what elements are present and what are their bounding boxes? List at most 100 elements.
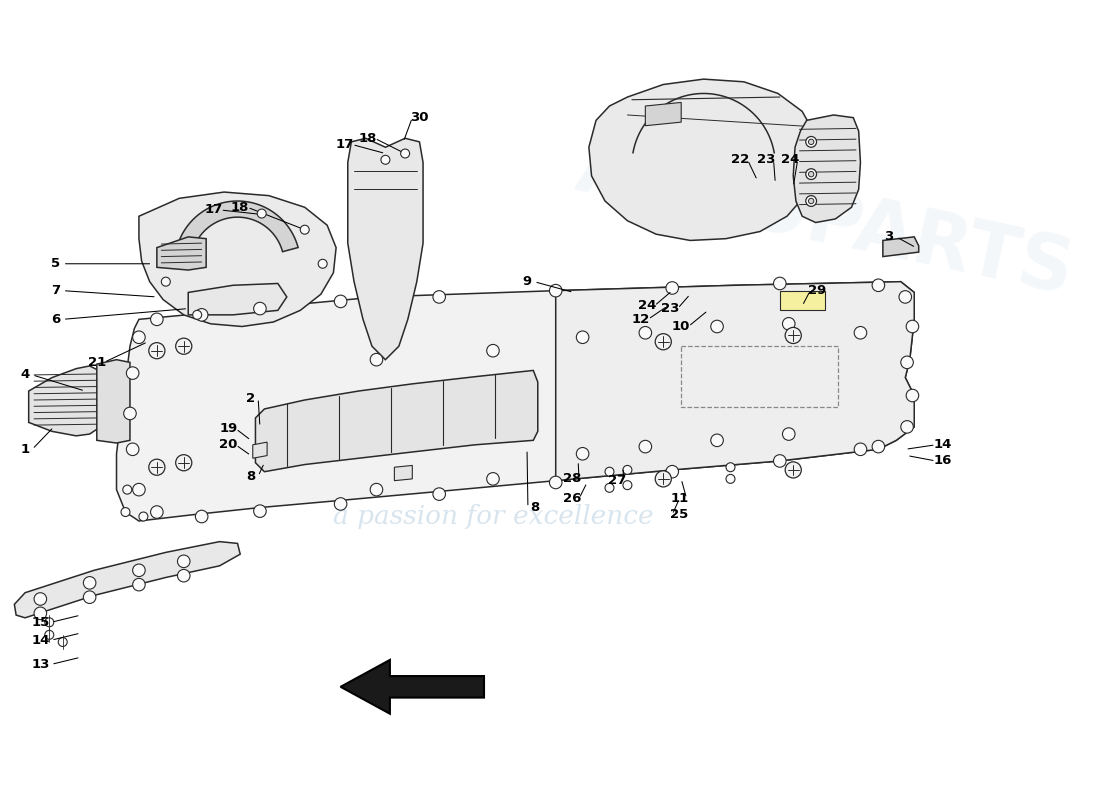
- Circle shape: [855, 443, 867, 455]
- Circle shape: [576, 331, 588, 343]
- Text: 3: 3: [884, 230, 894, 243]
- Circle shape: [901, 356, 913, 369]
- Circle shape: [623, 481, 631, 490]
- Circle shape: [806, 169, 816, 179]
- Circle shape: [855, 326, 867, 339]
- Text: 29: 29: [808, 284, 826, 297]
- Circle shape: [133, 483, 145, 496]
- Circle shape: [656, 334, 671, 350]
- Circle shape: [371, 483, 383, 496]
- Circle shape: [711, 320, 724, 333]
- Circle shape: [254, 505, 266, 518]
- Circle shape: [162, 278, 170, 286]
- Polygon shape: [139, 192, 337, 326]
- Text: 21: 21: [88, 356, 106, 369]
- Polygon shape: [793, 115, 860, 222]
- Text: 26: 26: [563, 492, 581, 505]
- Circle shape: [151, 313, 163, 326]
- Bar: [780, 290, 825, 310]
- Text: 4: 4: [21, 369, 30, 382]
- Polygon shape: [97, 360, 130, 443]
- Text: 10: 10: [672, 320, 691, 333]
- Text: 2: 2: [246, 392, 255, 405]
- Circle shape: [726, 462, 735, 472]
- Circle shape: [133, 578, 145, 591]
- Circle shape: [726, 474, 735, 483]
- Circle shape: [549, 284, 562, 297]
- Bar: [681, 346, 838, 407]
- Circle shape: [806, 137, 816, 147]
- Text: 5: 5: [51, 258, 60, 270]
- Circle shape: [177, 570, 190, 582]
- Circle shape: [371, 354, 383, 366]
- Circle shape: [486, 473, 499, 485]
- Circle shape: [139, 512, 147, 521]
- Circle shape: [123, 407, 136, 420]
- Text: a passion for excellence: a passion for excellence: [332, 504, 653, 529]
- Circle shape: [808, 198, 814, 204]
- Circle shape: [433, 488, 446, 500]
- Circle shape: [605, 467, 614, 476]
- Circle shape: [318, 259, 327, 268]
- Text: 6: 6: [51, 313, 60, 326]
- Circle shape: [148, 459, 165, 475]
- Polygon shape: [157, 237, 206, 270]
- Circle shape: [177, 555, 190, 568]
- Circle shape: [58, 638, 67, 646]
- Circle shape: [782, 318, 795, 330]
- Text: 23: 23: [757, 154, 776, 166]
- Text: 1: 1: [21, 442, 30, 456]
- Circle shape: [121, 507, 130, 517]
- Text: 20: 20: [219, 438, 238, 451]
- Circle shape: [133, 331, 145, 343]
- Circle shape: [126, 443, 139, 455]
- Circle shape: [782, 428, 795, 440]
- Text: 18: 18: [359, 132, 376, 145]
- Text: 17: 17: [336, 138, 354, 151]
- Circle shape: [901, 421, 913, 433]
- Circle shape: [808, 171, 814, 177]
- Text: 13: 13: [31, 658, 50, 671]
- Text: 30: 30: [410, 111, 429, 124]
- Circle shape: [773, 278, 786, 290]
- Circle shape: [45, 618, 54, 626]
- Text: 18: 18: [231, 201, 250, 214]
- Text: 23: 23: [661, 302, 680, 315]
- Text: 9: 9: [522, 275, 531, 288]
- Polygon shape: [395, 466, 412, 481]
- Circle shape: [666, 282, 679, 294]
- Circle shape: [123, 485, 132, 494]
- Circle shape: [133, 564, 145, 577]
- Circle shape: [334, 295, 346, 308]
- Circle shape: [872, 279, 884, 291]
- Circle shape: [906, 320, 918, 333]
- Text: 24: 24: [781, 154, 800, 166]
- Text: 14: 14: [31, 634, 50, 646]
- Circle shape: [192, 310, 201, 319]
- Circle shape: [45, 630, 54, 639]
- Circle shape: [773, 454, 786, 467]
- Polygon shape: [253, 442, 267, 458]
- Circle shape: [433, 290, 446, 303]
- Circle shape: [639, 326, 651, 339]
- Circle shape: [549, 476, 562, 489]
- Circle shape: [381, 155, 389, 164]
- Text: 8: 8: [246, 470, 255, 482]
- Text: 16: 16: [934, 454, 953, 467]
- Polygon shape: [883, 237, 918, 257]
- Circle shape: [254, 302, 266, 315]
- Circle shape: [906, 390, 918, 402]
- Circle shape: [334, 498, 346, 510]
- Circle shape: [300, 226, 309, 234]
- Circle shape: [84, 577, 96, 589]
- Circle shape: [639, 440, 651, 453]
- Text: 17: 17: [205, 203, 222, 217]
- Circle shape: [84, 591, 96, 603]
- Circle shape: [34, 593, 46, 606]
- Polygon shape: [14, 542, 240, 618]
- Text: 24: 24: [638, 299, 657, 312]
- Text: AUTOPARTS: AUTOPARTS: [569, 132, 1080, 310]
- Circle shape: [785, 462, 801, 478]
- Polygon shape: [175, 201, 298, 260]
- Circle shape: [808, 139, 814, 145]
